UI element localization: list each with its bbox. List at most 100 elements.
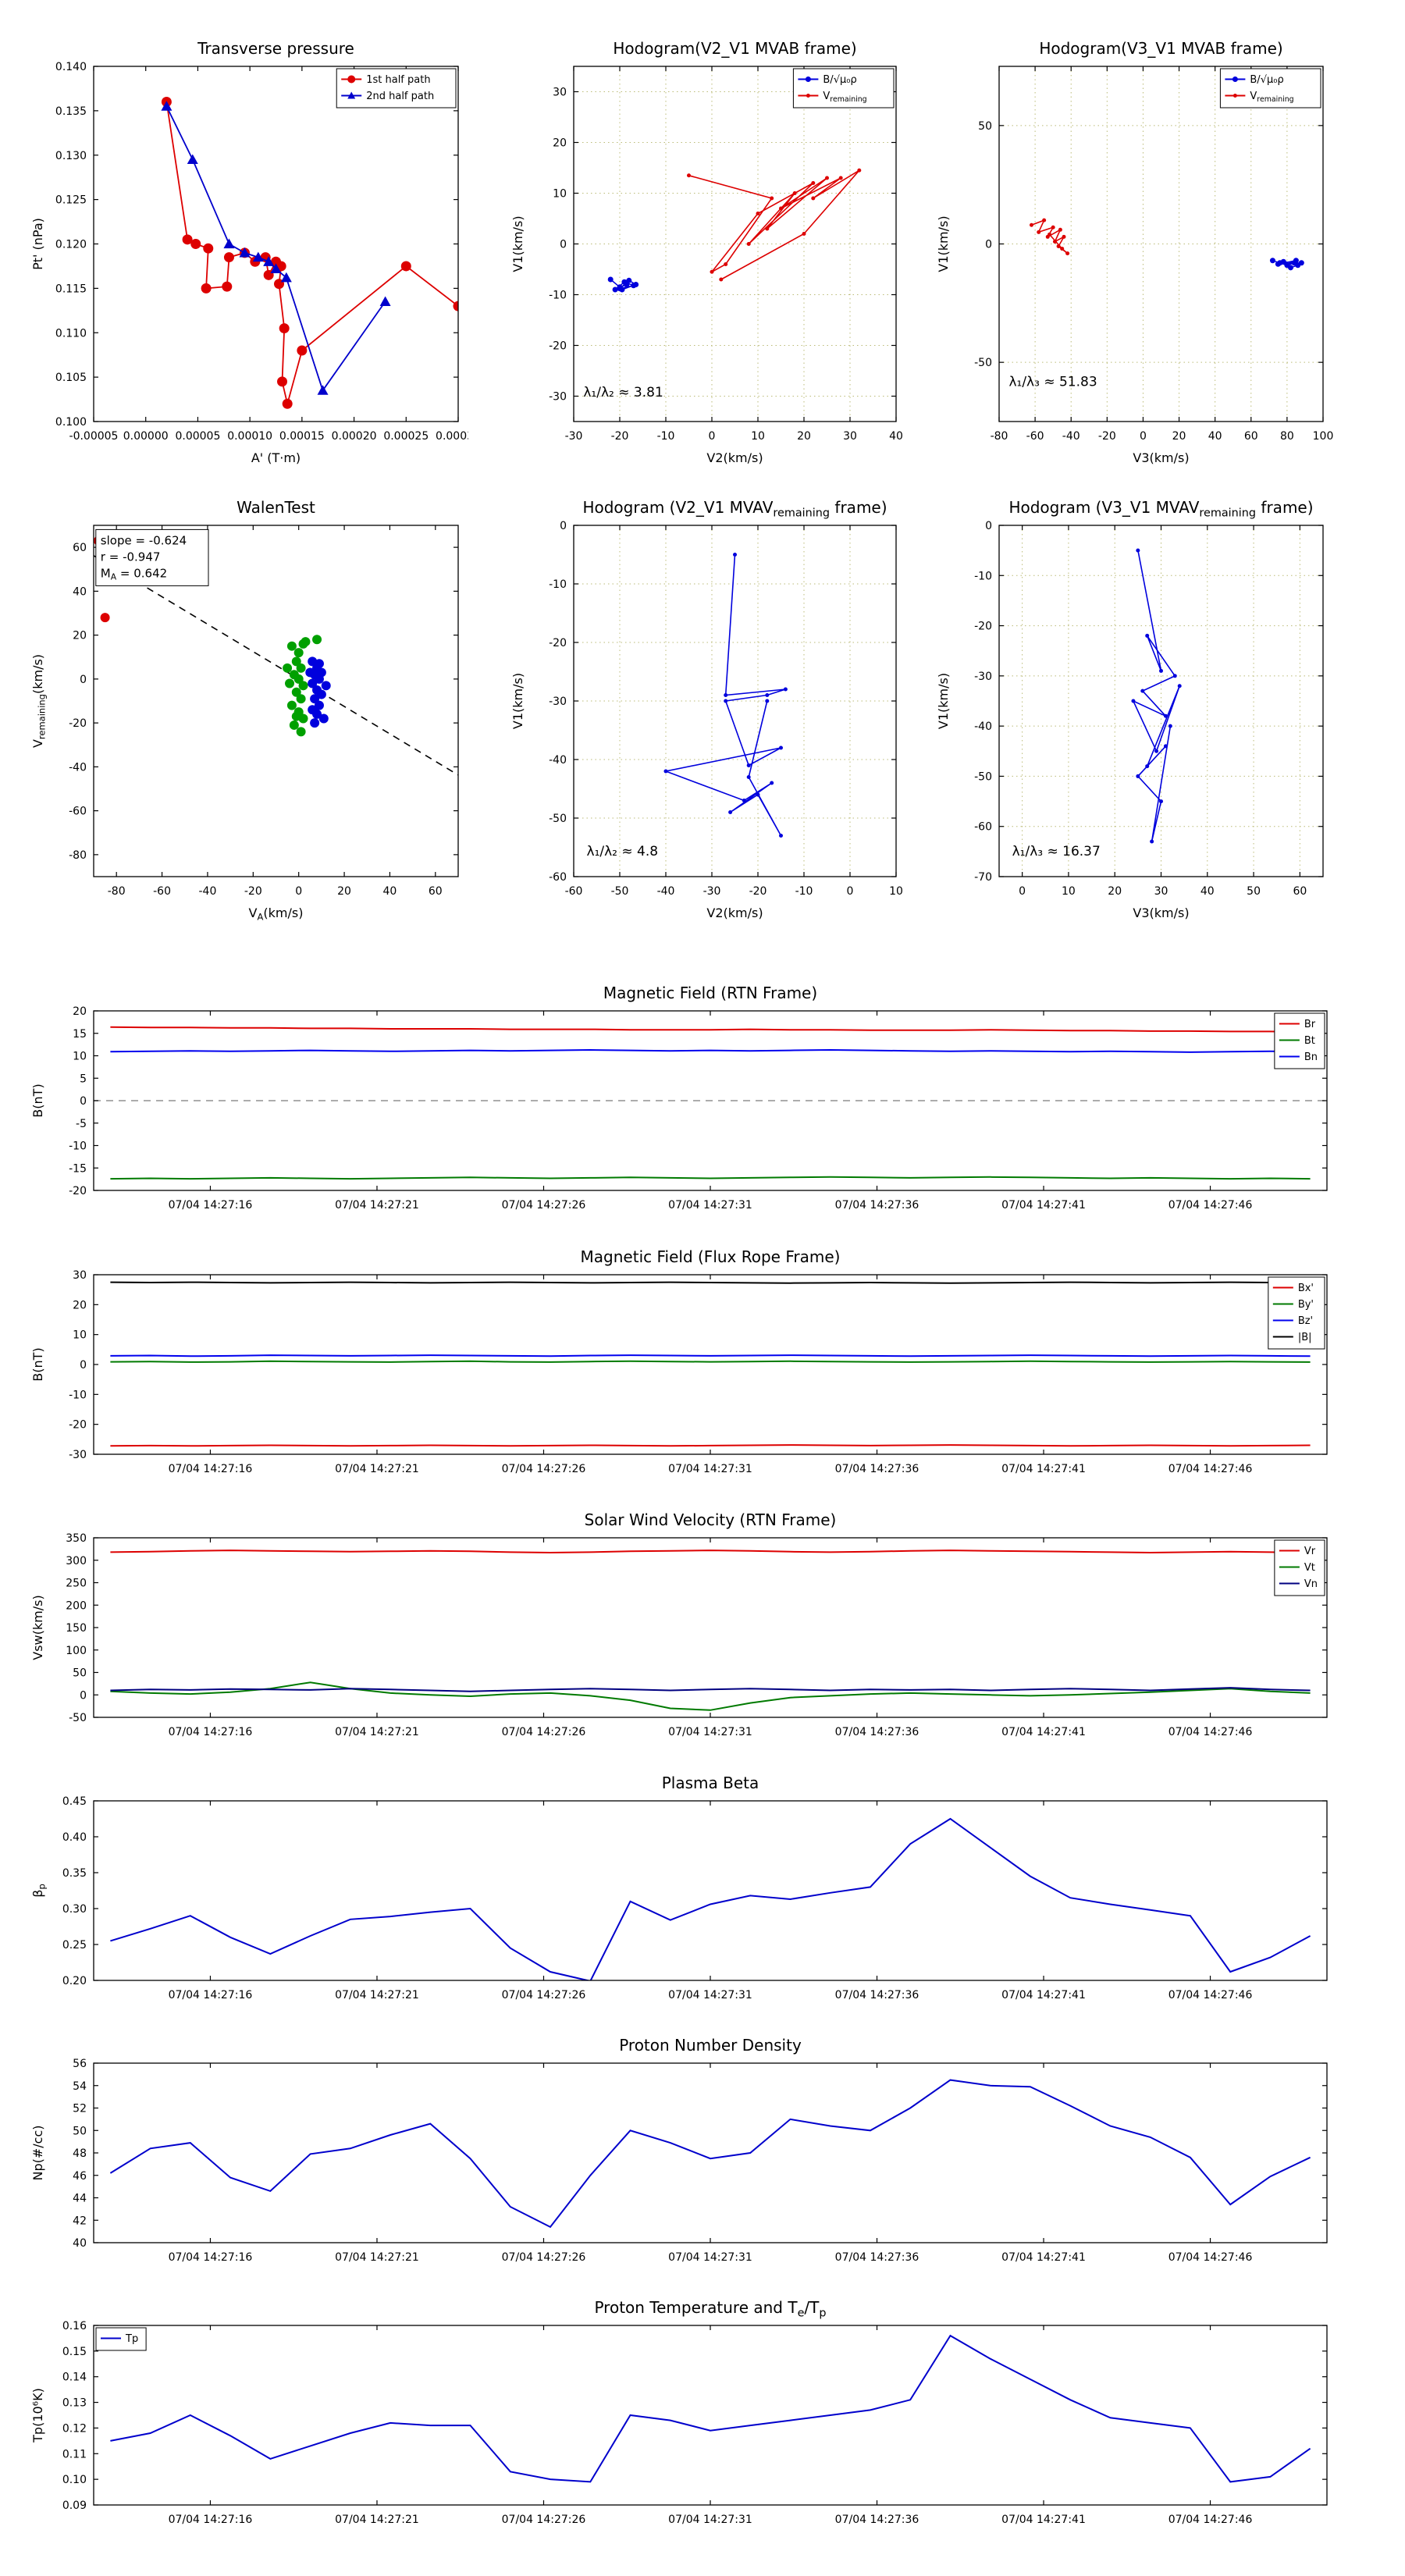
- svg-text:V1(km/s): V1(km/s): [936, 673, 951, 729]
- svg-text:Vremaining: Vremaining: [823, 91, 866, 104]
- svg-text:0.35: 0.35: [62, 1867, 87, 1880]
- svg-text:60: 60: [1244, 430, 1258, 443]
- svg-text:10: 10: [1062, 885, 1076, 898]
- svg-text:2nd half path: 2nd half path: [366, 91, 434, 102]
- svg-text:56: 56: [73, 2058, 87, 2070]
- svg-text:V3(km/s): V3(km/s): [1133, 450, 1189, 465]
- svg-text:0.115: 0.115: [55, 283, 87, 295]
- svg-text:r = -0.947: r = -0.947: [101, 550, 161, 564]
- svg-text:30: 30: [843, 430, 857, 443]
- svg-text:0.00030: 0.00030: [436, 430, 468, 443]
- svg-text:Vt: Vt: [1304, 1562, 1315, 1574]
- svg-text:-10: -10: [69, 1140, 87, 1153]
- svg-text:0: 0: [985, 239, 992, 251]
- chart-proton-temperature: 07/04 14:27:16 07/04 14:27:21 07/04 14:27:…: [12, 2286, 1339, 2556]
- svg-text:50: 50: [73, 2125, 87, 2137]
- svg-text:-20: -20: [244, 885, 262, 898]
- svg-text:40: 40: [1208, 430, 1222, 443]
- svg-text:07/04 14:27:16: 07/04 14:27:16: [169, 1989, 253, 2001]
- proton-temperature-plot: 07/04 14:27:16 07/04 14:27:21 07/04 14:27:…: [30, 2298, 1328, 2526]
- chart-hodogram-v2v1-mvav: -60 -50 -40 -30 -20 -10 0 10 -60 -50 -40 -30 -20 -10 0…: [500, 482, 905, 935]
- chart-walen-test: -80 -60 -40 -20 0 20 40 60 -80 -60 -40 -20 0 20 40 60 Wa…: [16, 482, 468, 935]
- svg-text:07/04 14:27:26: 07/04 14:27:26: [502, 1199, 586, 1212]
- svg-text:42: 42: [73, 2215, 87, 2227]
- svg-text:VA(km/s): VA(km/s): [249, 906, 304, 923]
- svg-text:20: 20: [337, 885, 351, 898]
- svg-text:07/04 14:27:36: 07/04 14:27:36: [835, 1199, 919, 1212]
- svg-text:0.30: 0.30: [62, 1903, 87, 1916]
- svg-text:07/04 14:27:21: 07/04 14:27:21: [335, 1463, 419, 1475]
- svg-text:B/√μ₀ρ: B/√μ₀ρ: [823, 74, 856, 86]
- svg-text:20: 20: [553, 137, 567, 150]
- svg-text:WalenTest: WalenTest: [237, 498, 315, 517]
- svg-text:-40: -40: [657, 885, 675, 898]
- svg-text:0.25: 0.25: [62, 1939, 87, 1952]
- svg-text:5: 5: [80, 1073, 87, 1085]
- svg-text:10: 10: [751, 430, 765, 443]
- svg-text:07/04 14:27:16: 07/04 14:27:16: [169, 2514, 253, 2526]
- svg-text:07/04 14:27:21: 07/04 14:27:21: [335, 2514, 419, 2526]
- svg-text:Hodogram (V2_V1 MVAVremaining: Hodogram (V2_V1 MVAVremaining frame): [582, 498, 887, 519]
- svg-text:V2(km/s): V2(km/s): [706, 906, 763, 920]
- svg-text:54: 54: [73, 2080, 87, 2093]
- transverse-pressure-plot: -0.00005 0.00000 0.00005 0.00010 0.00015 0.00…: [30, 39, 468, 465]
- svg-text:-30: -30: [703, 885, 721, 898]
- svg-text:V1(km/s): V1(km/s): [510, 673, 525, 729]
- svg-text:07/04 14:27:26: 07/04 14:27:26: [502, 2514, 586, 2526]
- svg-text:1st half path: 1st half path: [366, 74, 430, 86]
- svg-text:Tp: Tp: [125, 2333, 138, 2345]
- svg-text:Bt: Bt: [1304, 1035, 1315, 1047]
- svg-text:20: 20: [1172, 430, 1186, 443]
- svg-text:0: 0: [1019, 885, 1026, 898]
- svg-text:V2(km/s): V2(km/s): [706, 450, 763, 465]
- svg-text:20: 20: [1108, 885, 1122, 898]
- svg-text:-10: -10: [795, 885, 813, 898]
- svg-text:-80: -80: [108, 885, 126, 898]
- svg-text:0.140: 0.140: [55, 61, 87, 73]
- chart-proton-density: 07/04 14:27:16 07/04 14:27:21 07/04 14:27:…: [12, 2024, 1339, 2293]
- svg-text:10: 10: [73, 1051, 87, 1063]
- svg-text:-50: -50: [549, 813, 567, 825]
- svg-text:07/04 14:27:36: 07/04 14:27:36: [835, 2251, 919, 2264]
- svg-text:0.09: 0.09: [62, 2500, 87, 2512]
- svg-text:07/04 14:27:46: 07/04 14:27:46: [1168, 2251, 1253, 2264]
- svg-text:0.110: 0.110: [55, 327, 87, 340]
- hodogram-v2v1-mvav-plot: -60 -50 -40 -30 -20 -10 0 10 -60 -50 -40 -30 -20 -10 0…: [510, 498, 903, 920]
- svg-text:0: 0: [847, 885, 854, 898]
- chart-hodogram-v2v1-mvab: -30 -20 -10 0 10 20 30 40 -30 -20 -10 0 10 20 30 Hodogr…: [500, 23, 905, 480]
- svg-text:07/04 14:27:21: 07/04 14:27:21: [335, 1989, 419, 2001]
- svg-text:07/04 14:27:31: 07/04 14:27:31: [668, 1726, 752, 1738]
- svg-text:-60: -60: [153, 885, 171, 898]
- svg-text:0.00025: 0.00025: [383, 430, 429, 443]
- svg-text:0: 0: [560, 239, 567, 251]
- svg-text:50: 50: [73, 1667, 87, 1680]
- svg-text:0.45: 0.45: [62, 1795, 87, 1808]
- svg-text:0.20: 0.20: [62, 1975, 87, 1987]
- svg-text:-60: -60: [565, 885, 583, 898]
- svg-text:-60: -60: [549, 871, 567, 884]
- svg-text:20: 20: [73, 1299, 87, 1311]
- svg-text:200: 200: [66, 1599, 87, 1612]
- svg-text:07/04 14:27:26: 07/04 14:27:26: [502, 2251, 586, 2264]
- svg-text:-15: -15: [69, 1162, 87, 1175]
- svg-text:0.135: 0.135: [55, 105, 87, 118]
- svg-text:40: 40: [383, 885, 397, 898]
- svg-text:0: 0: [80, 1095, 87, 1108]
- svg-text:100: 100: [66, 1645, 87, 1657]
- chart-hodogram-v3v1-mvab: -80 -60 -40 -20 0 20 40 60 80 100 -50 0 50 Hodogram(V…: [925, 23, 1335, 480]
- svg-text:07/04 14:27:36: 07/04 14:27:36: [835, 2514, 919, 2526]
- svg-text:Transverse pressure: Transverse pressure: [197, 39, 354, 58]
- svg-text:-30: -30: [69, 1449, 87, 1461]
- svg-text:0.00005: 0.00005: [175, 430, 220, 443]
- svg-text:0.00000: 0.00000: [123, 430, 169, 443]
- svg-text:48: 48: [73, 2147, 87, 2160]
- svg-text:-20: -20: [69, 1419, 87, 1432]
- svg-text:10: 10: [889, 885, 903, 898]
- svg-text:-10: -10: [549, 578, 567, 591]
- svg-text:Pt' (nPa): Pt' (nPa): [30, 218, 45, 270]
- magnetic-field-flux-rope-plot: 07/04 14:27:16 07/04 14:27:21 07/04 14:27:…: [30, 1247, 1328, 1475]
- hodogram-v3v1-mvav-plot: 0 10 20 30 40 50 60 -70 -60 -50 -40 -30 -20 -10 0 Hodog…: [936, 498, 1324, 920]
- svg-text:Bx': Bx': [1298, 1283, 1314, 1294]
- svg-text:-40: -40: [1062, 430, 1080, 443]
